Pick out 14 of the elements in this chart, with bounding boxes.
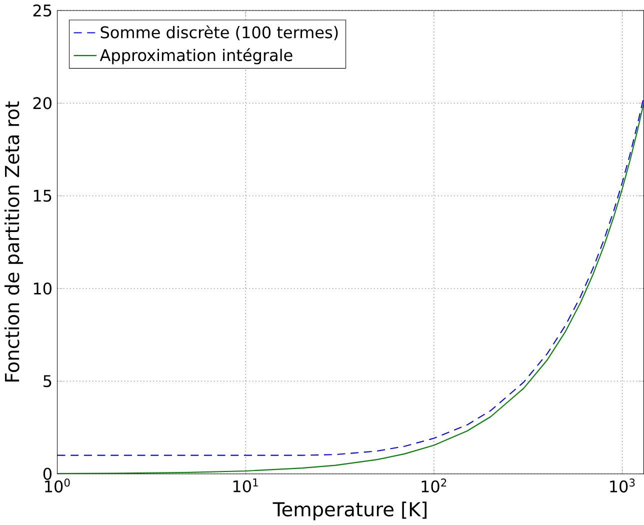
y-tick-label: 5 bbox=[44, 375, 52, 388]
y-tick-label: 25 bbox=[33, 4, 52, 17]
y-tick-label: 0 bbox=[43, 468, 52, 480]
y-axis-title: Fonction de partition Zeta rot bbox=[4, 101, 24, 382]
legend-label: Somme discrète (100 termes) bbox=[100, 26, 338, 40]
x-axis-title: Temperature [K] bbox=[272, 502, 426, 520]
y-tick-label: 20 bbox=[33, 97, 52, 110]
x-tick-label: 10$^{1}$ bbox=[233, 478, 258, 493]
x-tick-label: 10$^{2}$ bbox=[422, 478, 446, 493]
x-tick-label: 10$^{3}$ bbox=[610, 478, 635, 493]
legend-label: Approximation intégrale bbox=[100, 48, 292, 64]
y-tick-label: 10 bbox=[34, 282, 52, 295]
x-tick-label: 10$^{0}$ bbox=[45, 478, 70, 493]
y-tick-label: 15 bbox=[34, 190, 52, 202]
